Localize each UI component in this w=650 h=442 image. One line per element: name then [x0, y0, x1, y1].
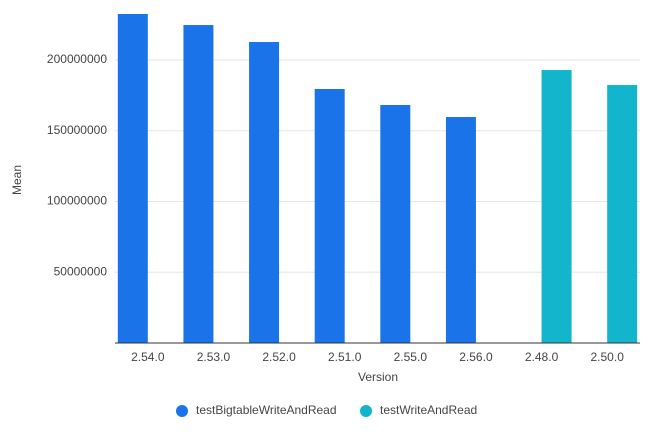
y-axis-label: Mean	[10, 165, 24, 195]
x-tick-label: 2.52.0	[262, 350, 296, 364]
bar	[607, 85, 638, 343]
legend-label: testWriteAndRead	[380, 403, 477, 417]
y-tick-label: 200000000	[47, 52, 107, 66]
x-tick-label: 2.54.0	[131, 350, 165, 364]
x-tick-label: 2.50.0	[591, 350, 625, 364]
x-tick-label: 2.51.0	[328, 350, 362, 364]
bar	[541, 70, 572, 343]
legend-marker	[176, 405, 188, 417]
x-tick-label: 2.53.0	[197, 350, 231, 364]
bar	[380, 104, 411, 343]
legend-marker	[360, 405, 372, 417]
y-tick-label: 150000000	[47, 123, 107, 137]
x-tick-label: 2.56.0	[459, 350, 493, 364]
x-tick-label: 2.48.0	[525, 350, 559, 364]
bar	[117, 14, 148, 343]
y-tick-label: 100000000	[47, 194, 107, 208]
bar	[314, 89, 345, 343]
bar	[249, 42, 280, 343]
y-tick-label: 50000000	[54, 264, 108, 278]
x-axis-label: Version	[358, 370, 398, 384]
bar	[445, 117, 476, 343]
bar	[183, 25, 214, 343]
legend-label: testBigtableWriteAndRead	[196, 403, 337, 417]
x-tick-label: 2.55.0	[394, 350, 428, 364]
